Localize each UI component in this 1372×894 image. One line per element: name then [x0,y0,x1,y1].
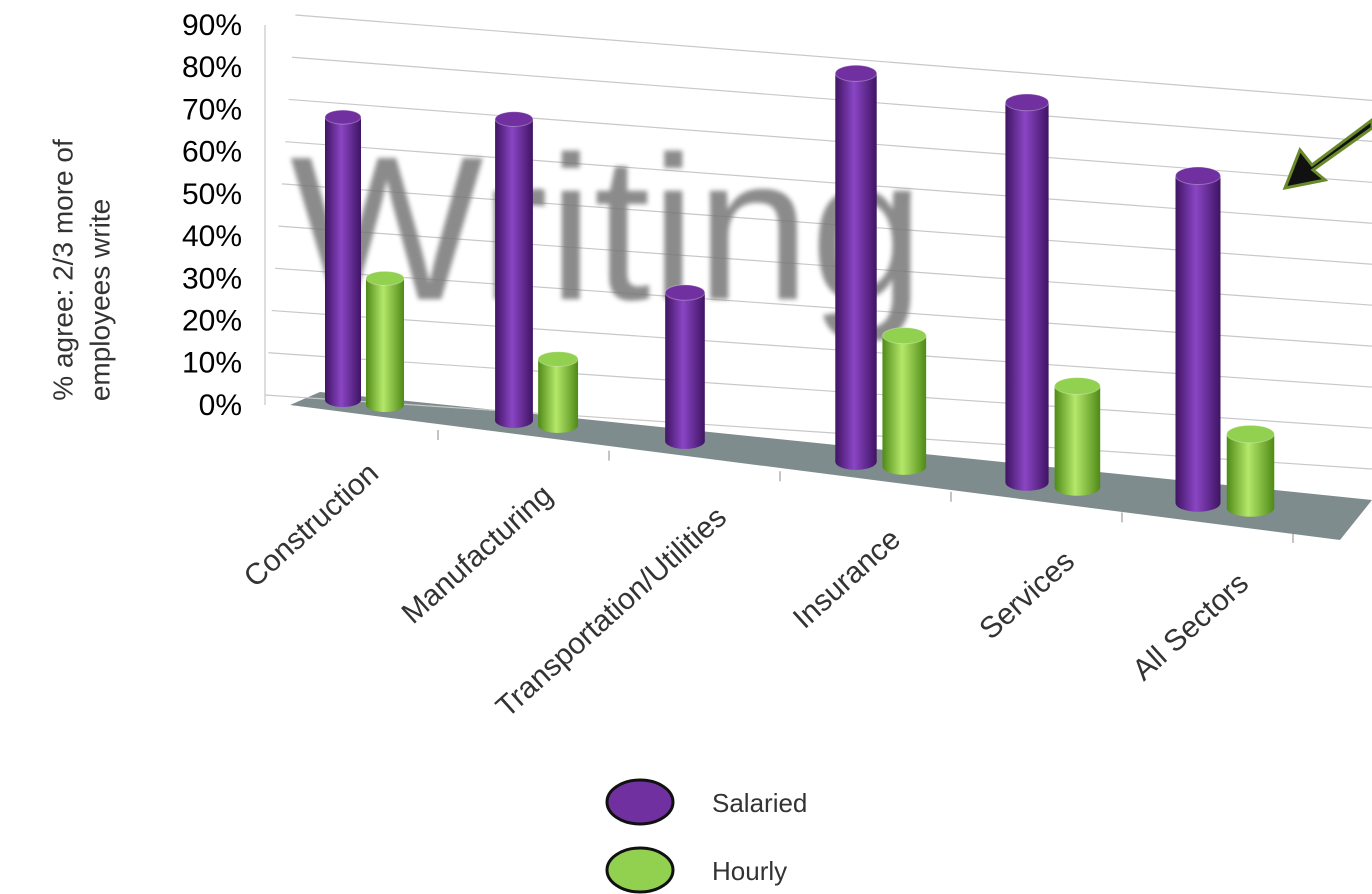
bar-top [324,109,362,125]
bar [1054,377,1101,496]
y-tick-label: 0% [199,389,242,422]
bar-top [365,270,405,286]
grid-line [295,14,1372,101]
bar [1226,424,1275,517]
bar-top [537,351,579,367]
y-tick-label: 90% [182,9,242,42]
legend-swatch [605,846,675,894]
y-label: % agree: 2/3 more of [47,139,78,401]
bar-body [882,335,927,467]
bar-top [494,111,534,127]
x-tick-label: Construction [238,457,385,594]
legend-label: Hourly [712,856,787,886]
bar-body [325,117,361,400]
legend: Salaried Hourly [605,778,807,894]
legend-swatch [605,778,675,826]
x-tick-label: Services [973,545,1081,647]
bar-top [881,327,927,345]
bar-body [1226,434,1275,508]
bar [881,327,927,475]
y-tick-label: 20% [182,304,242,337]
x-tick-label: Transportation/Utilities [490,501,733,724]
y-tick-label: 10% [182,347,242,380]
bar [324,109,362,407]
arrow [1282,118,1372,191]
bars [324,64,1275,517]
bar-top [1004,93,1050,112]
x-tick-label: All Sectors [1126,567,1255,687]
bar-body [835,73,877,462]
bar [664,284,706,449]
bar [537,351,579,433]
bar-body [495,119,533,421]
y-tick-label: 30% [182,262,242,295]
bar-top [1175,166,1221,186]
y-tick-label: 60% [182,136,242,169]
x-tick-label: Manufacturing [396,479,559,631]
bar-body [665,292,705,442]
bar-body [366,278,404,405]
bar-body [1054,386,1101,488]
bar-top [1226,424,1275,444]
legend-label: Salaried [712,788,807,818]
y-tick-label: 40% [182,220,242,253]
y-tick-label: 80% [182,51,242,84]
bar-body [1005,102,1049,483]
y-tick-label: 50% [182,178,242,211]
bar [365,270,405,412]
bar-body [1175,175,1221,503]
grid-line [291,56,1372,142]
bar-top [664,284,706,301]
y-label: employees write [84,199,115,401]
y-tick-label: 70% [182,93,242,126]
bar-body [538,359,579,426]
bar [834,64,878,470]
bar-top [1054,377,1101,395]
bar [494,111,534,428]
bar [1004,93,1050,491]
x-tick-label: Insurance [787,523,907,636]
bar-top [834,64,878,82]
bar [1175,166,1221,512]
